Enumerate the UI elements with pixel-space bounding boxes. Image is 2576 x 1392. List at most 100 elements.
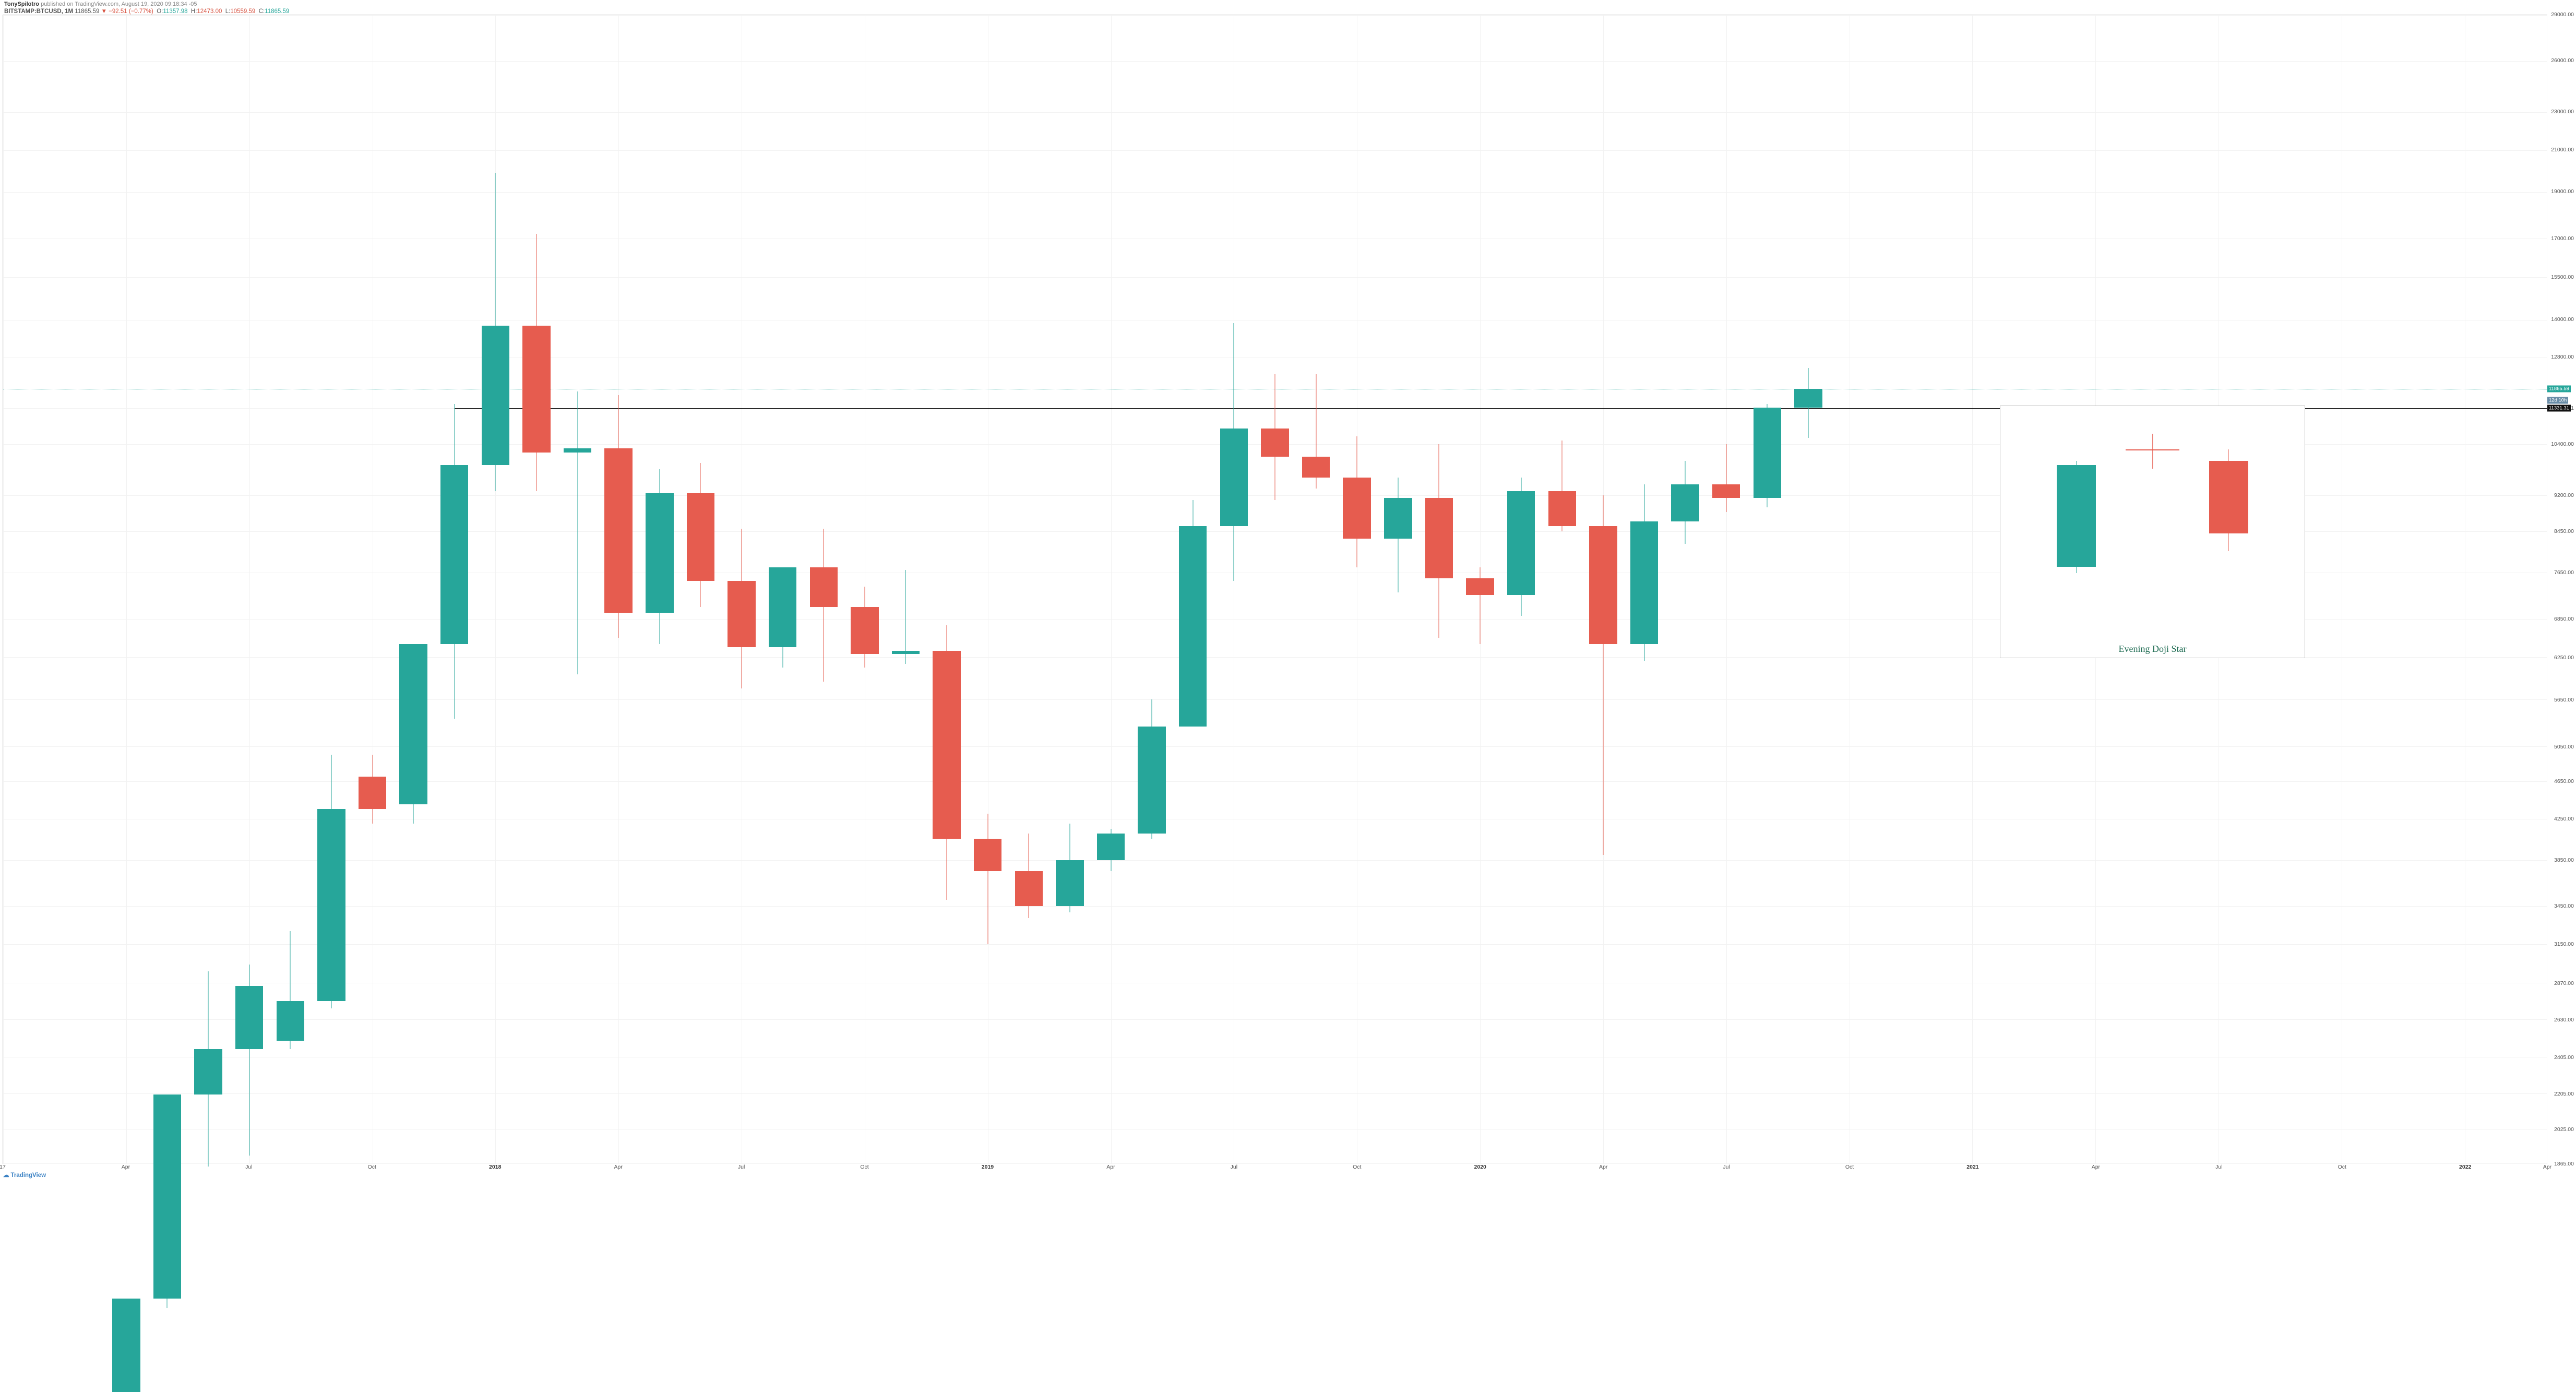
candlestick[interactable] [1298,374,1333,489]
y-axis-tick: 1865.00 [2554,1161,2574,1167]
candlestick[interactable] [1217,323,1251,581]
gridline-vertical [1972,15,1973,1163]
y-axis-tick: 2630.00 [2554,1017,2574,1023]
candlestick[interactable] [1709,444,1744,511]
author-name: TonySpilotro [4,1,39,7]
candlestick[interactable] [1093,829,1128,871]
publish-text: published on TradingView.com, August 19,… [41,1,197,7]
chart-plot-area[interactable]: Evening Doji Star [3,15,2547,1164]
tradingview-attribution[interactable]: ☁TradingView [3,1171,46,1179]
x-axis-tick: Jul [738,1164,745,1170]
candlestick[interactable] [109,1299,144,1392]
gridline-horizontal [3,906,2547,907]
y-axis-tick: 23000.00 [2551,109,2574,115]
candlestick[interactable] [1340,436,1375,567]
gridline-horizontal [3,699,2547,700]
x-axis-tick: Apr [2092,1164,2100,1170]
candlestick[interactable] [150,1178,185,1308]
tradingview-logo-icon: ☁ [3,1172,9,1179]
y-axis-tick: 19000.00 [2551,188,2574,195]
y-axis-tick: 4650.00 [2554,778,2574,784]
change-arrow: ▼ [101,8,107,15]
candlestick[interactable] [683,463,718,607]
x-axis-tick: Jul [1723,1164,1730,1170]
price-axis-tag: 11331.31 [2547,405,2571,412]
y-axis-tick: 15500.00 [2551,274,2574,280]
candlestick[interactable] [1422,444,1457,638]
y-axis-tick: 29000.00 [2551,11,2574,18]
candlestick[interactable] [1545,441,1580,531]
gridline-horizontal [3,15,2547,16]
time-axis[interactable]: 17AprJulOct2018AprJulOct2019AprJulOct202… [3,1163,2547,1170]
y-axis-tick: 10400.00 [2551,441,2574,447]
y-axis-tick: 9200.00 [2554,492,2574,498]
candlestick[interactable] [1585,495,1620,854]
candlestick[interactable] [519,234,554,491]
gridline-horizontal [3,192,2547,193]
candlestick[interactable] [765,567,800,668]
candlestick[interactable] [1135,699,1170,839]
y-axis-tick: 2205.00 [2554,1091,2574,1097]
candlestick[interactable] [1380,478,1415,592]
x-axis-tick: 2022 [2459,1164,2471,1170]
candlestick[interactable] [314,755,349,1008]
gridline-horizontal [3,112,2547,113]
gridline-horizontal [3,150,2547,151]
candlestick[interactable] [1463,567,1498,644]
candlestick[interactable] [1011,834,1046,918]
ohlc-high: 12473.00 [197,8,222,15]
candlestick[interactable] [1627,484,1662,661]
gridline-horizontal [3,1019,2547,1020]
y-axis-tick: 5050.00 [2554,744,2574,750]
candlestick[interactable] [1504,478,1539,616]
y-axis-tick: 14000.00 [2551,316,2574,323]
x-axis-tick: Jul [245,1164,252,1170]
y-axis-tick: 2025.00 [2554,1126,2574,1133]
inset-candlestick [2052,461,2101,573]
gridline-horizontal [3,860,2547,861]
candlestick[interactable] [232,965,267,1156]
candlestick[interactable] [478,173,513,491]
last-price: 11865.59 [75,8,99,15]
pattern-inset-box: Evening Doji Star [2000,406,2305,658]
candlestick[interactable] [1053,824,1088,912]
change-percent: (−0.77%) [129,8,153,15]
inset-candlestick [2128,434,2177,469]
candlestick[interactable] [1750,404,1785,507]
candlestick[interactable] [847,587,882,668]
candlestick[interactable] [355,755,390,824]
y-axis-tick: 26000.00 [2551,57,2574,64]
symbol-label: BITSTAMP:BTCUSD, 1M [4,8,73,15]
candlestick[interactable] [1258,374,1293,501]
gridline-horizontal [3,1093,2547,1094]
candlestick[interactable] [724,529,759,688]
gridline-vertical [126,15,127,1163]
candlestick[interactable] [970,814,1005,944]
candlestick[interactable] [437,404,472,719]
candlestick[interactable] [273,931,308,1050]
y-axis-tick: 21000.00 [2551,147,2574,153]
candlestick[interactable] [191,971,226,1167]
candlestick[interactable] [560,391,595,674]
x-axis-tick: 2021 [1966,1164,1978,1170]
candlestick[interactable] [929,625,964,900]
x-axis-tick: Oct [1845,1164,1854,1170]
gridline-horizontal [3,61,2547,62]
candlestick[interactable] [888,570,923,664]
candlestick[interactable] [396,644,431,824]
price-axis[interactable]: 29000.0026000.0023000.0021000.0019000.00… [2547,15,2576,1164]
x-axis-tick: Jul [2215,1164,2222,1170]
chart-header: TonySpilotro published on TradingView.co… [4,1,289,15]
candlestick[interactable] [1175,500,1210,726]
x-axis-tick: Apr [122,1164,130,1170]
pattern-inset-label: Evening Doji Star [2000,644,2305,655]
candlestick[interactable] [601,395,636,638]
candlestick[interactable] [1791,368,1826,438]
candlestick[interactable] [642,469,677,644]
candlestick[interactable] [1668,461,1703,544]
x-axis-tick: Apr [614,1164,623,1170]
x-axis-tick: Oct [860,1164,868,1170]
y-axis-tick: 4250.00 [2554,816,2574,822]
y-axis-tick: 2405.00 [2554,1054,2574,1061]
candlestick[interactable] [806,529,841,682]
